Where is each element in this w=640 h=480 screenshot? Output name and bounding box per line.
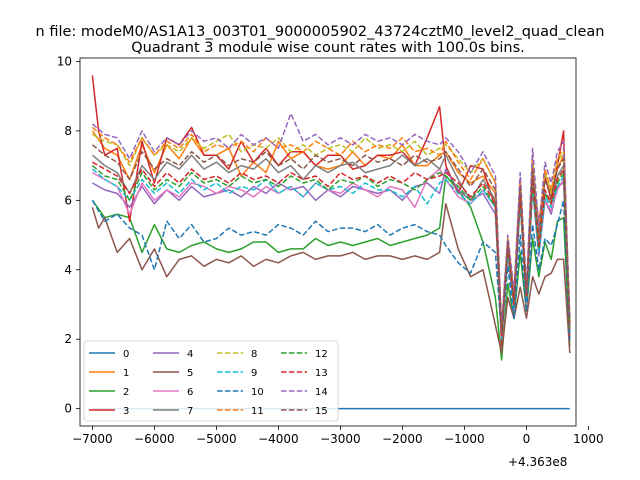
- series-line-15: [91, 144, 571, 334]
- y-tick-label: 8: [64, 124, 72, 138]
- y-tick-label: 0: [64, 402, 72, 416]
- legend-label-9: 9: [251, 368, 257, 379]
- x-offset-label: +4.363e8: [508, 455, 567, 469]
- y-tick-label: 6: [64, 193, 72, 207]
- y-tick-label: 2: [64, 332, 72, 346]
- legend-label-4: 4: [187, 349, 193, 360]
- x-tick-label: −3000: [320, 432, 361, 446]
- chart-title: Quadrant 3 module wise count rates with …: [131, 40, 525, 56]
- legend-label-15: 15: [315, 406, 328, 417]
- legend-label-3: 3: [123, 406, 129, 417]
- legend-label-14: 14: [315, 387, 328, 398]
- series-line-14: [91, 112, 571, 327]
- y-tick-label: 4: [64, 263, 72, 277]
- x-tick-label: −5000: [196, 432, 237, 446]
- series-line-5: [91, 203, 571, 354]
- series-line-8: [92, 133, 571, 330]
- legend-frame: [83, 340, 339, 422]
- x-tick-label: 0: [523, 432, 531, 446]
- legend-label-6: 6: [187, 387, 193, 398]
- legend-label-12: 12: [315, 349, 328, 360]
- series-line-10: [91, 199, 571, 340]
- legend-label-1: 1: [123, 368, 129, 379]
- x-tick-label: −4000: [258, 432, 299, 446]
- x-axis: −7000 −6000 −5000 −4000 −3000 −2000 −1000 0 1000: [72, 426, 604, 446]
- legend-label-13: 13: [315, 368, 328, 379]
- y-tick-label: 10: [57, 54, 72, 68]
- x-tick-label: −1000: [444, 432, 485, 446]
- legend-label-2: 2: [123, 387, 129, 398]
- legend-label-0: 0: [123, 349, 129, 360]
- y-axis: 0 2 4 6 8 10: [57, 54, 80, 416]
- x-tick-label: −7000: [72, 432, 113, 446]
- figure-suptitle: n file: modeM0/AS1A13_003T01_9000005902_…: [36, 24, 605, 40]
- legend-label-11: 11: [251, 406, 264, 417]
- legend-label-10: 10: [251, 387, 264, 398]
- x-tick-label: −6000: [134, 432, 175, 446]
- x-tick-label: 1000: [573, 432, 604, 446]
- axes-frame: [79, 57, 577, 427]
- legend-label-7: 7: [187, 406, 193, 417]
- legend-label-5: 5: [187, 368, 193, 379]
- x-tick-label: −2000: [382, 432, 423, 446]
- legend-label-8: 8: [251, 349, 257, 360]
